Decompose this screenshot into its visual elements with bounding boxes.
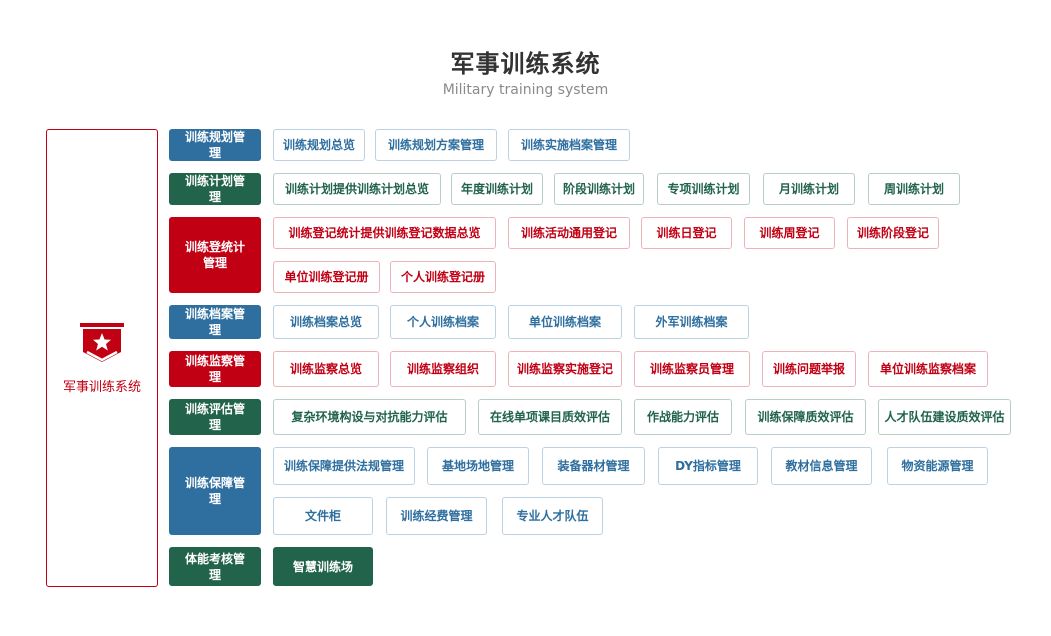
menu-item[interactable]: 训练实施档案管理 [508, 129, 630, 161]
menu-item[interactable]: 单位训练登记册 [273, 261, 380, 293]
menu-item[interactable]: 个人训练登记册 [390, 261, 496, 293]
page-subtitle: Military training system [442, 82, 609, 98]
sidebar-label: 军事训练系统 [62, 379, 141, 395]
category-4[interactable]: 训练档案管理 [169, 305, 261, 339]
menu-item[interactable]: 训练监察组织 [390, 351, 496, 387]
menu-item[interactable]: 训练问题举报 [762, 351, 856, 387]
system-sidebar[interactable]: 军事训练系统 [46, 129, 158, 587]
menu-item[interactable]: 专项训练计划 [657, 173, 750, 205]
menu-item[interactable]: 复杂环境构设与对抗能力评估 [273, 399, 466, 435]
menu-item[interactable]: 周训练计划 [868, 173, 960, 205]
category-6[interactable]: 训练评估管理 [169, 399, 261, 435]
menu-item[interactable]: 训练监察总览 [273, 351, 379, 387]
menu-item[interactable]: 训练保障质效评估 [745, 399, 866, 435]
category-2[interactable]: 训练计划管理 [169, 173, 261, 205]
menu-item[interactable]: 训练规划方案管理 [375, 129, 497, 161]
page-title: 军事训练系统 [450, 50, 601, 78]
menu-item[interactable]: 训练计划提供训练计划总览 [273, 173, 441, 205]
category-3[interactable]: 训练登统计管理 [169, 217, 261, 293]
category-1[interactable]: 训练规划管理 [169, 129, 261, 161]
menu-item[interactable]: 教材信息管理 [771, 447, 872, 485]
menu-item[interactable]: 训练周登记 [744, 217, 835, 249]
menu-item[interactable]: 物资能源管理 [887, 447, 988, 485]
menu-item[interactable]: DY指标管理 [658, 447, 758, 485]
menu-item[interactable]: 基地场地管理 [427, 447, 529, 485]
menu-item[interactable]: 训练日登记 [641, 217, 732, 249]
menu-item[interactable]: 个人训练档案 [390, 305, 496, 339]
menu-item[interactable]: 训练规划总览 [273, 129, 365, 161]
menu-item[interactable]: 阶段训练计划 [554, 173, 644, 205]
menu-item[interactable]: 训练活动通用登记 [508, 217, 630, 249]
category-8[interactable]: 体能考核管理 [169, 547, 261, 586]
menu-item[interactable]: 智慧训练场 [273, 547, 373, 586]
menu-item[interactable]: 文件柜 [273, 497, 373, 535]
shield-star-icon [80, 322, 124, 362]
menu-item[interactable]: 训练监察实施登记 [508, 351, 622, 387]
menu-item[interactable]: 训练档案总览 [273, 305, 379, 339]
menu-item[interactable]: 训练阶段登记 [847, 217, 939, 249]
category-7[interactable]: 训练保障管理 [169, 447, 261, 535]
menu-item[interactable]: 作战能力评估 [634, 399, 732, 435]
menu-item[interactable]: 月训练计划 [763, 173, 855, 205]
menu-item[interactable]: 单位训练档案 [508, 305, 622, 339]
menu-item[interactable]: 人才队伍建设质效评估 [878, 399, 1011, 435]
category-5[interactable]: 训练监察管理 [169, 351, 261, 387]
menu-item[interactable]: 训练登记统计提供训练登记数据总览 [273, 217, 496, 249]
menu-item[interactable]: 专业人才队伍 [502, 497, 603, 535]
menu-item[interactable]: 训练保障提供法规管理 [273, 447, 415, 485]
menu-item[interactable]: 年度训练计划 [451, 173, 543, 205]
menu-item[interactable]: 训练经费管理 [386, 497, 487, 535]
menu-item[interactable]: 在线单项课目质效评估 [478, 399, 622, 435]
menu-item[interactable]: 训练监察员管理 [634, 351, 750, 387]
menu-item[interactable]: 单位训练监察档案 [868, 351, 988, 387]
menu-item[interactable]: 装备器材管理 [542, 447, 645, 485]
menu-item[interactable]: 外军训练档案 [634, 305, 749, 339]
